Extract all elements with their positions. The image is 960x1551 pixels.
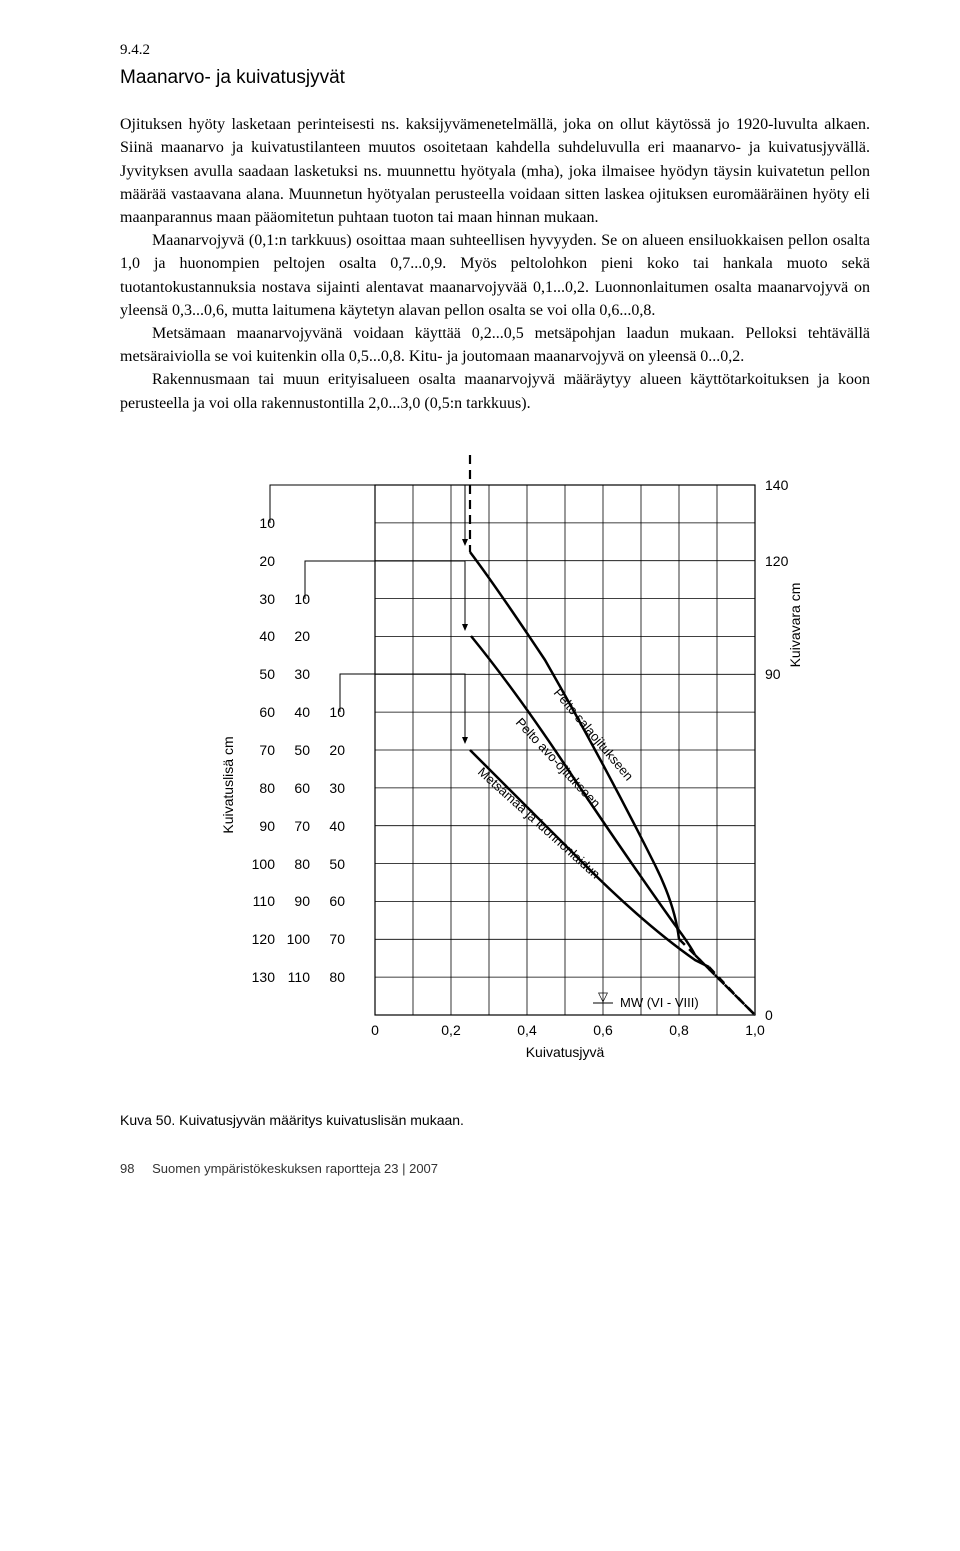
left-scale-3: 10 20 30 40 50 60 70 80 — [329, 704, 345, 985]
svg-text:110: 110 — [288, 969, 311, 985]
svg-text:50: 50 — [294, 742, 310, 758]
svg-text:60: 60 — [329, 893, 345, 909]
svg-text:60: 60 — [259, 704, 275, 720]
section-number: 9.4.2 — [120, 40, 870, 62]
svg-text:0: 0 — [371, 1022, 379, 1038]
svg-text:50: 50 — [329, 856, 345, 872]
para-3: Metsämaan maanarvojyvänä voidaan käyttää… — [120, 322, 870, 368]
svg-text:70: 70 — [329, 931, 345, 947]
mw-marker: ▽ MW (VI - VIII) — [593, 989, 699, 1010]
svg-text:120: 120 — [252, 931, 276, 947]
right-ticks: 140 120 90 0 — [765, 477, 789, 1023]
svg-text:80: 80 — [294, 856, 310, 872]
svg-text:MW (VI - VIII): MW (VI - VIII) — [620, 995, 699, 1010]
svg-text:0,8: 0,8 — [669, 1022, 689, 1038]
x-axis-label: Kuivatusjyvä — [526, 1044, 605, 1060]
svg-text:40: 40 — [294, 704, 310, 720]
svg-text:80: 80 — [259, 780, 275, 796]
curve-pelto-salaojitukseen — [470, 552, 679, 939]
svg-text:▽: ▽ — [598, 989, 608, 1004]
svg-text:70: 70 — [259, 742, 275, 758]
svg-text:20: 20 — [259, 553, 275, 569]
svg-text:40: 40 — [259, 628, 275, 644]
y-axis-right-label: Kuivavara cm — [787, 582, 803, 667]
svg-text:10: 10 — [259, 515, 275, 531]
section-title: Maanarvo- ja kuivatusjyvät — [120, 64, 870, 92]
svg-text:90: 90 — [765, 666, 781, 682]
svg-text:0,2: 0,2 — [441, 1022, 461, 1038]
svg-text:90: 90 — [259, 818, 275, 834]
svg-text:80: 80 — [329, 969, 345, 985]
svg-text:0,6: 0,6 — [593, 1022, 613, 1038]
svg-text:40: 40 — [329, 818, 345, 834]
y-axis-left-label: Kuivatuslisä cm — [220, 736, 236, 833]
body-text: Ojituksen hyöty lasketaan perinteisesti … — [120, 113, 870, 414]
svg-text:20: 20 — [294, 628, 310, 644]
svg-text:50: 50 — [259, 666, 275, 682]
chart-svg: Pelto salaojitukseen Pelto avo-ojituksee… — [175, 455, 815, 1085]
page-footer: 98 Suomen ympäristökeskuksen raportteja … — [120, 1160, 870, 1179]
para-2: Maanarvojyvä (0,1:n tarkkuus) osoittaa m… — [120, 229, 870, 322]
publication-name: Suomen ympäristökeskuksen raportteja 23 … — [152, 1161, 438, 1176]
svg-text:30: 30 — [329, 780, 345, 796]
svg-text:20: 20 — [329, 742, 345, 758]
svg-text:0: 0 — [765, 1007, 773, 1023]
figure-caption: Kuva 50. Kuivatusjyvän määritys kuivatus… — [120, 1110, 870, 1130]
svg-text:10: 10 — [329, 704, 345, 720]
svg-text:100: 100 — [252, 856, 276, 872]
svg-text:30: 30 — [294, 666, 310, 682]
svg-text:140: 140 — [765, 477, 789, 493]
svg-text:90: 90 — [294, 893, 310, 909]
para-1: Ojituksen hyöty lasketaan perinteisesti … — [120, 113, 870, 229]
left-scale-1: 10 20 30 40 50 60 70 80 90 100 110 120 1… — [252, 515, 276, 985]
left-scale-2: 10 20 30 40 50 60 70 80 90 100 110 — [287, 591, 311, 985]
curves — [470, 552, 709, 967]
svg-text:60: 60 — [294, 780, 310, 796]
page-number: 98 — [120, 1160, 134, 1179]
svg-text:0,4: 0,4 — [517, 1022, 537, 1038]
svg-text:1,0: 1,0 — [745, 1022, 765, 1038]
svg-text:130: 130 — [252, 969, 276, 985]
svg-text:120: 120 — [765, 553, 789, 569]
svg-text:100: 100 — [287, 931, 311, 947]
svg-text:10: 10 — [294, 591, 310, 607]
svg-text:110: 110 — [253, 893, 276, 909]
chart-container: Pelto salaojitukseen Pelto avo-ojituksee… — [175, 455, 815, 1092]
para-4: Rakennusmaan tai muun erityisalueen osal… — [120, 368, 870, 414]
x-ticks: 0 0,2 0,4 0,6 0,8 1,0 — [371, 1022, 765, 1038]
svg-text:70: 70 — [294, 818, 310, 834]
svg-text:30: 30 — [259, 591, 275, 607]
